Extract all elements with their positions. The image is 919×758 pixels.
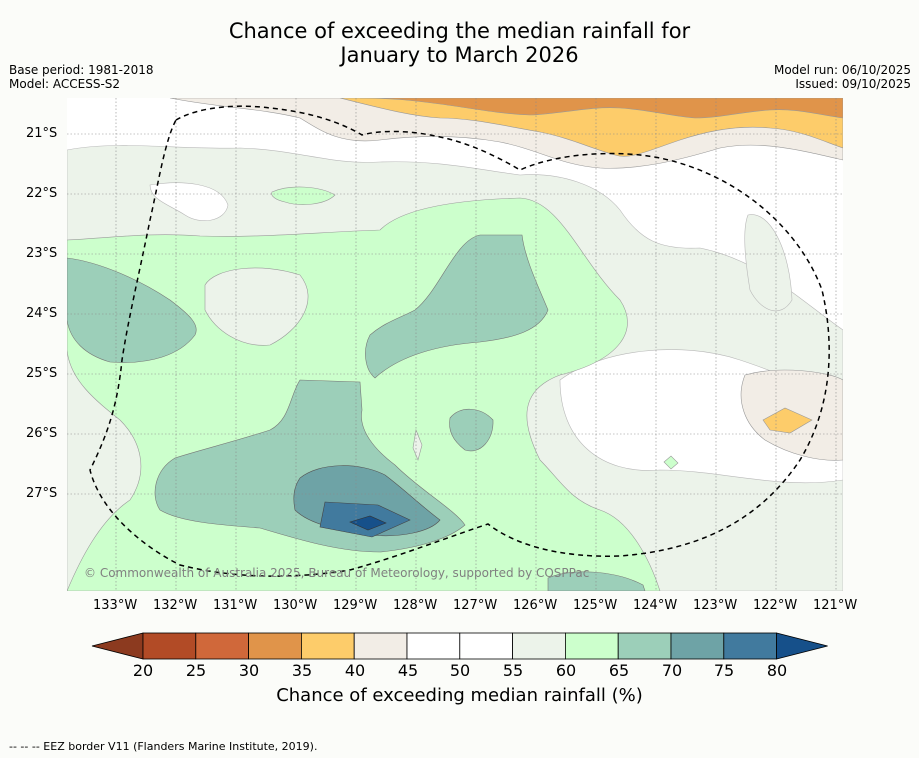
contour-55-hole-a	[204, 267, 309, 346]
colorbar-segment-3	[248, 632, 302, 660]
colorbar-tick-70: 70	[661, 661, 683, 680]
colorbar-segment-4	[300, 632, 355, 660]
lat-label-26: 26°S	[26, 426, 58, 441]
chart-title: Chance of exceeding the median rainfall …	[0, 19, 919, 67]
lon-label-121: 121°W	[813, 598, 858, 613]
colorbar-segment-8	[512, 632, 566, 660]
chart-title-line1: Chance of exceeding the median rainfall …	[228, 19, 691, 43]
colorbar-segment-6	[406, 632, 461, 660]
lat-label-23: 23°S	[26, 246, 58, 261]
lat-label-21: 21°S	[26, 126, 58, 141]
colorbar-segment-2	[195, 632, 250, 660]
base-period: Base period: 1981-2018	[9, 63, 154, 77]
contour-55-hole-b	[412, 428, 423, 461]
model-name: Model: ACCESS-S2	[9, 77, 121, 91]
lon-label-130: 130°W	[273, 598, 318, 613]
contour-65-70-blob	[449, 408, 494, 452]
contour-60-65-dot	[663, 455, 679, 470]
colorbar-segment-1	[142, 632, 197, 660]
chart-title-line2: January to March 2026	[340, 43, 579, 67]
colorbar-tick-75: 75	[713, 661, 735, 680]
lon-label-123: 123°W	[693, 598, 738, 613]
contour-30-35-top	[359, 98, 843, 119]
colorbar-tick-50: 50	[449, 661, 471, 680]
lat-label-27: 27°S	[26, 486, 58, 501]
colorbar	[91, 632, 828, 660]
lon-label-124: 124°W	[633, 598, 678, 613]
colorbar-tick-55: 55	[502, 661, 524, 680]
lon-label-127: 127°W	[453, 598, 498, 613]
colorbar-tick-35: 35	[291, 661, 313, 680]
contour-60-65-top	[271, 186, 336, 205]
colorbar-arrow-high	[776, 632, 828, 660]
colorbar-segment-7	[459, 632, 513, 660]
lon-label-128: 128°W	[393, 598, 438, 613]
contour-80-plus	[349, 515, 387, 531]
colorbar-tick-40: 40	[344, 661, 366, 680]
contour-65-70-center	[365, 234, 549, 379]
lon-label-125: 125°W	[573, 598, 618, 613]
meta-left: Base period: 1981-2018 Model: ACCESS-S2	[9, 63, 154, 91]
colorbar-segment-9	[565, 632, 619, 660]
copyright-text: © Commonwealth of Australia 2025, Bureau…	[84, 566, 590, 580]
lon-label-131: 131°W	[213, 598, 258, 613]
lon-label-129: 129°W	[333, 598, 378, 613]
colorbar-segment-11	[670, 632, 725, 660]
colorbar-tick-30: 30	[238, 661, 260, 680]
colorbar-tick-80: 80	[766, 661, 788, 680]
colorbar-segment-5	[353, 632, 408, 660]
lat-label-24: 24°S	[26, 306, 58, 321]
contour-55-60-b	[744, 214, 793, 312]
eez-border	[89, 105, 830, 577]
colorbar-segment-12	[723, 632, 777, 660]
colorbar-arrow-low	[91, 632, 144, 660]
colorbar-tick-60: 60	[555, 661, 577, 680]
contour-35-40-east	[762, 407, 813, 434]
footer-eez-note: -- -- -- EEZ border V11 (Flanders Marine…	[9, 740, 318, 753]
lon-label-126: 126°W	[513, 598, 558, 613]
contour-65-70-bottom	[547, 571, 646, 591]
issued-date: Issued: 09/10/2025	[795, 77, 911, 91]
colorbar-segment-10	[617, 632, 672, 660]
model-run: Model run: 06/10/2025	[773, 63, 911, 77]
lon-label-122: 122°W	[753, 598, 798, 613]
contour-field	[67, 98, 843, 591]
meta-right: Model run: 06/10/2025 Issued: 09/10/2025	[774, 63, 911, 91]
colorbar-title: Chance of exceeding median rainfall (%)	[276, 685, 643, 706]
lon-label-133: 133°W	[93, 598, 138, 613]
lon-label-132: 132°W	[153, 598, 198, 613]
contour-65-70-west	[67, 257, 197, 363]
colorbar-tick-45: 45	[397, 661, 419, 680]
colorbar-tick-25: 25	[185, 661, 207, 680]
lat-label-22: 22°S	[26, 186, 58, 201]
graticule	[67, 98, 843, 591]
colorbar-tick-65: 65	[608, 661, 630, 680]
colorbar-tick-20: 20	[132, 661, 154, 680]
lat-label-25: 25°S	[26, 366, 58, 381]
contour-50-55-hole	[149, 182, 229, 222]
